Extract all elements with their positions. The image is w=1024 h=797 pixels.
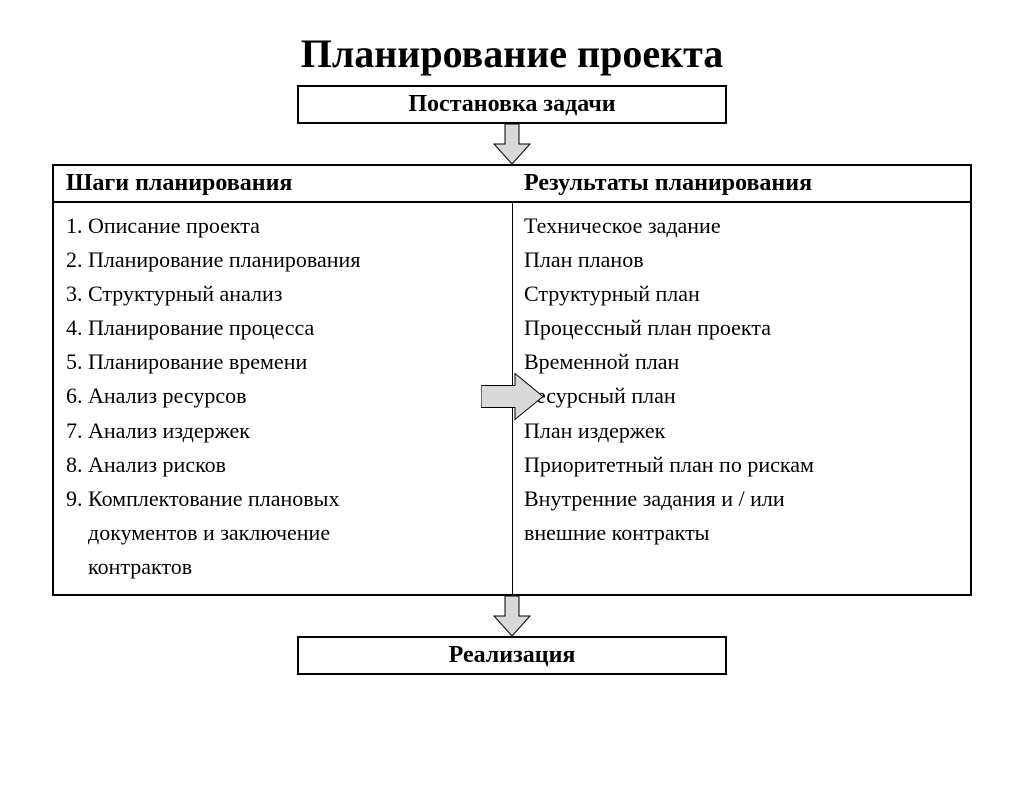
left-step-item: 6. Анализ ресурсов — [66, 379, 500, 413]
left-step-item: 1. Описание проекта — [66, 209, 500, 243]
columns-body: 1. Описание проекта2. Планирование плани… — [54, 203, 970, 594]
column-headers: Шаги планирования Результаты планировани… — [54, 166, 970, 203]
left-step-item: контрактов — [66, 550, 500, 584]
arrow-down-icon — [492, 124, 532, 164]
page-title: Планирование проекта — [0, 30, 1024, 77]
arrow-right-middle — [481, 371, 543, 426]
right-result-item: Временной план — [524, 345, 958, 379]
right-result-item: Техническое задание — [524, 209, 958, 243]
left-step-item: 2. Планирование планирования — [66, 243, 500, 277]
arrow-down-bottom — [0, 596, 1024, 636]
left-step-item: документов и заключение — [66, 516, 500, 550]
left-step-item: 4. Планирование процесса — [66, 311, 500, 345]
left-step-item: 8. Анализ рисков — [66, 448, 500, 482]
right-result-item: Внутренние задания и / или — [524, 482, 958, 516]
left-step-item: 3. Структурный анализ — [66, 277, 500, 311]
right-result-item: План издержек — [524, 414, 958, 448]
right-result-item: Процессный план проекта — [524, 311, 958, 345]
arrow-down-icon — [492, 596, 532, 636]
right-result-item: Структурный план — [524, 277, 958, 311]
bottom-box-implementation: Реализация — [297, 636, 727, 675]
right-result-item: Приоритетный план по рискам — [524, 448, 958, 482]
right-header: Результаты планирования — [512, 166, 970, 201]
left-step-item: 7. Анализ издержек — [66, 414, 500, 448]
arrow-down-top — [0, 124, 1024, 164]
top-box-problem-statement: Постановка задачи — [297, 85, 727, 124]
left-step-item: 9. Комплектование плановых — [66, 482, 500, 516]
right-result-item: План планов — [524, 243, 958, 277]
left-header: Шаги планирования — [54, 166, 512, 201]
right-result-item: внешние контракты — [524, 516, 958, 550]
main-planning-box: Шаги планирования Результаты планировани… — [52, 164, 972, 596]
right-column-results: Техническое заданиеПлан плановСтруктурны… — [512, 203, 970, 594]
left-column-steps: 1. Описание проекта2. Планирование плани… — [54, 203, 512, 594]
arrow-right-icon — [481, 371, 543, 421]
left-step-item: 5. Планирование времени — [66, 345, 500, 379]
right-result-item: Ресурсный план — [524, 379, 958, 413]
